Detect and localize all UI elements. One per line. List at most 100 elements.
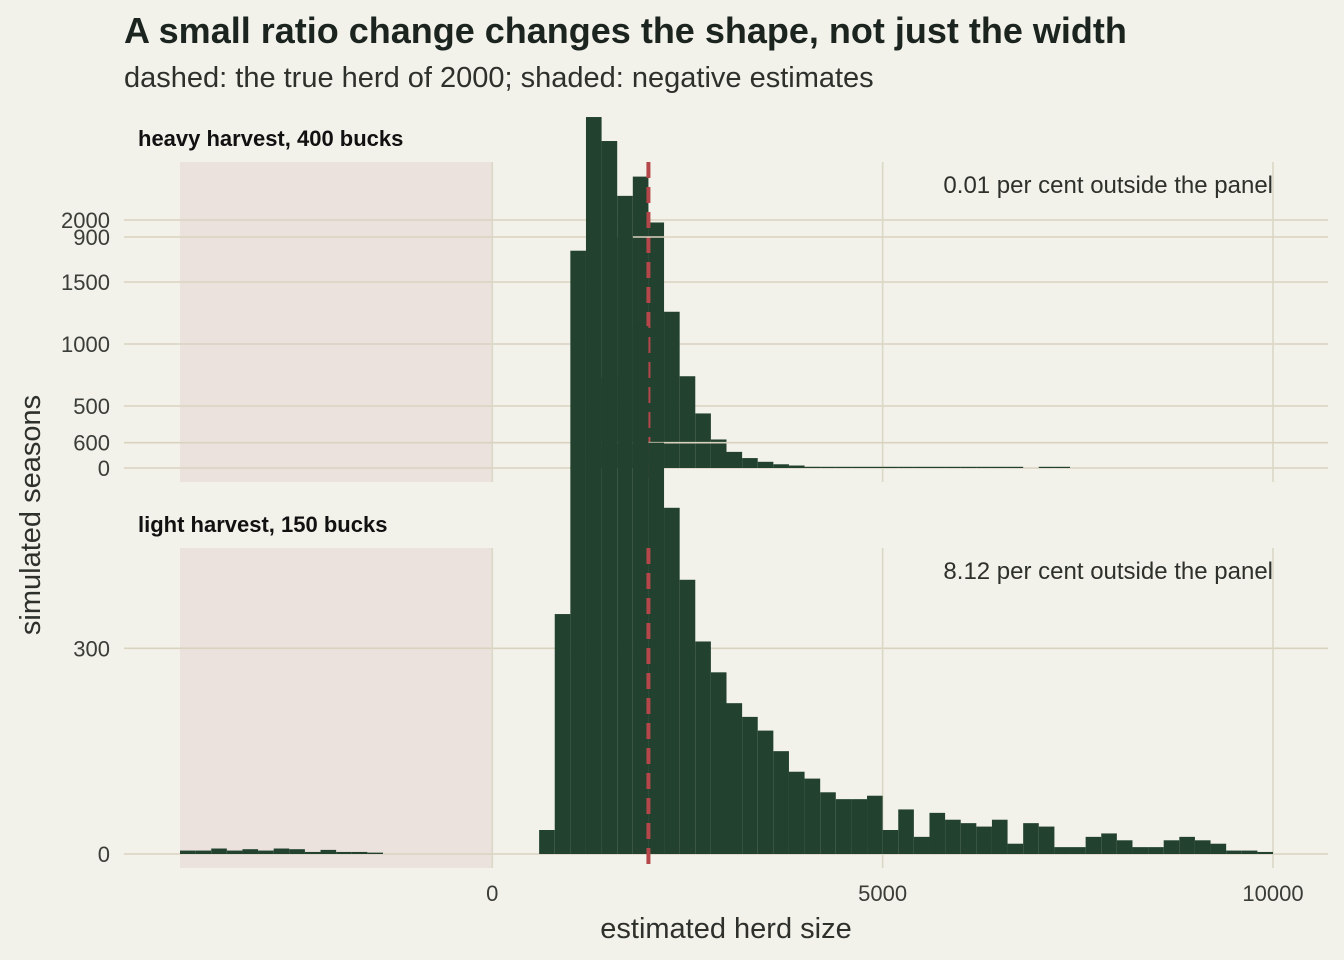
histogram-bar	[898, 466, 914, 468]
histogram-bar	[273, 848, 290, 854]
y-tick-label: 900	[73, 225, 110, 250]
y-axis-title: simulated seasons	[15, 395, 47, 635]
histogram-bar	[1007, 843, 1024, 854]
histogram-bar	[773, 751, 789, 854]
histogram-bar	[1038, 826, 1055, 854]
histogram-bar	[695, 413, 711, 468]
histogram-bar	[1101, 833, 1117, 854]
histogram-bar	[585, 117, 602, 855]
y-tick-label: 500	[73, 394, 110, 419]
histogram-bar	[788, 771, 805, 854]
histogram-bar	[648, 222, 665, 468]
y-tick-label: 600	[73, 431, 110, 456]
histogram-bar	[570, 250, 586, 854]
histogram-bar	[1148, 847, 1164, 854]
y-tick-label: 0	[98, 456, 110, 481]
y-tick-label: 1500	[61, 270, 110, 295]
histogram-bar	[945, 466, 961, 468]
histogram-bar	[1116, 840, 1133, 854]
histogram-bar	[757, 461, 774, 468]
histogram-bar	[742, 458, 758, 468]
x-tick-label: 10000	[1242, 881, 1303, 906]
histogram-bar	[820, 792, 836, 854]
histogram-bar	[742, 716, 758, 854]
histogram-bar	[1007, 466, 1024, 468]
x-tick-label: 0	[486, 881, 498, 906]
histogram-bar	[913, 466, 930, 468]
histogram-bar	[1194, 840, 1211, 854]
chart-subtitle: dashed: the true herd of 2000; shaded: n…	[124, 62, 874, 94]
histogram-bar	[851, 466, 868, 468]
histogram-bar	[336, 851, 352, 854]
histogram-bar	[1241, 850, 1258, 854]
histogram-bar	[211, 848, 227, 854]
histogram-bar	[898, 809, 914, 854]
histogram-bar	[1257, 851, 1273, 854]
histogram-bar	[632, 326, 649, 855]
histogram-bar	[539, 830, 555, 854]
histogram-bar	[695, 641, 711, 854]
histogram-bar	[945, 819, 961, 854]
histogram-bar	[664, 311, 680, 468]
x-tick-label: 5000	[858, 881, 907, 906]
histogram-bar	[289, 849, 305, 854]
histogram-bar	[1226, 850, 1242, 854]
histogram-bar	[1085, 836, 1102, 854]
histogram-bar	[929, 466, 946, 468]
histogram-bar	[367, 852, 383, 854]
y-tick-label: 300	[73, 636, 110, 661]
negative-region-shading	[180, 548, 493, 868]
histogram-bar	[991, 819, 1008, 854]
histogram-bar	[554, 614, 571, 854]
histogram-bar	[976, 826, 992, 854]
histogram-bar	[1163, 840, 1180, 854]
histogram-bar	[913, 836, 930, 854]
negative-region-shading	[180, 162, 493, 482]
histogram-bar	[710, 672, 727, 854]
histogram-bar	[835, 799, 852, 854]
histogram-bar	[960, 823, 977, 854]
histogram-bar	[1054, 847, 1071, 854]
histogram-bar	[851, 799, 868, 854]
histogram-bar	[835, 466, 852, 468]
histogram-bar	[1179, 836, 1195, 854]
y-tick-label: 1000	[61, 332, 110, 357]
y-tick-label: 0	[98, 842, 110, 867]
histogram-bar	[820, 466, 836, 468]
panel-annotation: 8.12 per cent outside the panel	[943, 558, 1273, 585]
panel-annotation: 0.01 per cent outside the panel	[943, 172, 1273, 199]
histogram-bar	[195, 850, 212, 854]
histogram-bar	[867, 466, 883, 468]
histogram-bar	[648, 442, 665, 854]
histogram-bar	[804, 778, 821, 854]
histogram-bar	[617, 195, 633, 854]
histogram-bar	[991, 466, 1008, 468]
histogram-bar	[304, 851, 321, 854]
histogram-bar	[1054, 466, 1071, 468]
histogram-bar	[226, 850, 243, 854]
histogram-bar	[867, 795, 883, 854]
panel-strip-label: heavy harvest, 400 bucks	[138, 126, 403, 151]
histogram-bar	[320, 849, 337, 854]
histogram-bar	[351, 851, 368, 854]
histogram-bar	[1070, 847, 1086, 854]
histogram-bar	[242, 849, 259, 854]
histogram-bar	[976, 466, 992, 468]
x-axis-title: estimated herd size	[600, 913, 851, 945]
histogram-bar	[788, 465, 805, 468]
histogram-bar	[929, 812, 946, 854]
histogram-bar	[258, 850, 274, 854]
y-tick-label: 2000	[61, 208, 110, 233]
histogram-bar	[1038, 466, 1055, 468]
histogram-bar	[180, 850, 196, 854]
histogram-bar	[804, 466, 821, 468]
histogram-bar	[679, 579, 696, 854]
histogram-bar	[726, 703, 743, 854]
histogram-bar	[882, 466, 899, 468]
histogram-bar	[679, 376, 696, 468]
histogram-bar	[773, 464, 789, 468]
histogram-bar	[882, 830, 899, 854]
histogram-bar	[664, 507, 680, 854]
histogram-bar	[1210, 843, 1227, 854]
